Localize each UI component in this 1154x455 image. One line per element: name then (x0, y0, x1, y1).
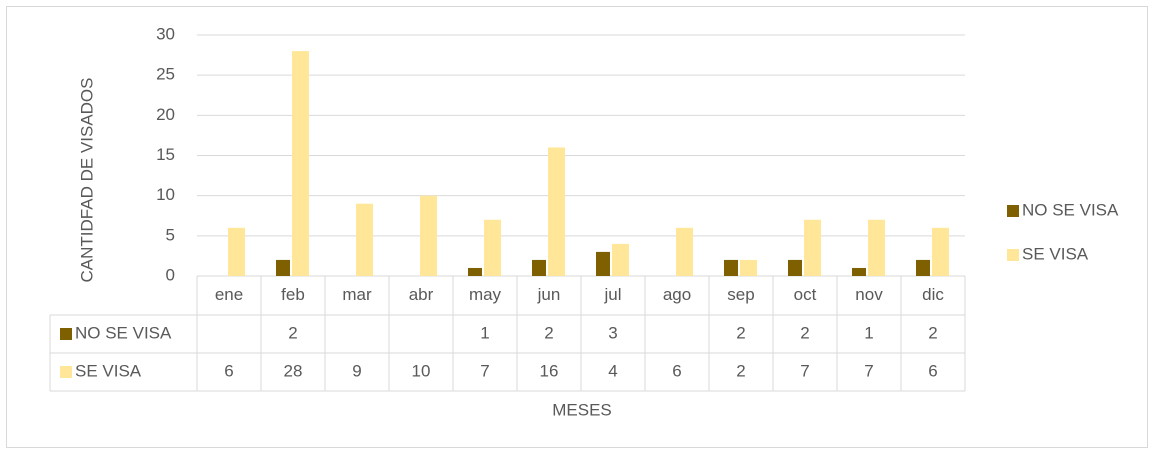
bar (852, 267, 866, 276)
table-value: 2 (288, 323, 297, 342)
table-value: 3 (608, 323, 617, 342)
bar (292, 51, 309, 276)
legend-label: NO SE VISA (1022, 200, 1119, 219)
table-legend-key (60, 366, 72, 378)
bar (532, 259, 546, 276)
y-tick-label: 5 (166, 225, 175, 244)
x-tick-label: oct (794, 285, 817, 304)
y-tick-label: 0 (166, 265, 175, 284)
table-value: 4 (608, 361, 617, 380)
table-value: 10 (412, 361, 431, 380)
bar (420, 195, 437, 276)
bar (228, 227, 245, 276)
x-tick-label: nov (855, 285, 883, 304)
bar (276, 259, 290, 276)
x-tick-label: mar (342, 285, 372, 304)
bar (724, 259, 738, 276)
bar (804, 219, 821, 276)
chart-border (6, 6, 1148, 448)
bar (596, 251, 610, 276)
x-tick-label: jul (603, 285, 621, 304)
y-tick-label: 10 (156, 185, 175, 204)
bar (868, 219, 885, 276)
legend-label: SE VISA (1022, 244, 1089, 263)
table-legend-key (60, 328, 72, 340)
bar (788, 259, 802, 276)
bar (484, 219, 501, 276)
table-value: 7 (480, 361, 489, 380)
table-value: 7 (800, 361, 809, 380)
table-value: 6 (224, 361, 233, 380)
table-value: 2 (736, 361, 745, 380)
table-value: 6 (928, 361, 937, 380)
legend-key (1007, 205, 1019, 217)
bar (676, 227, 693, 276)
bar (740, 259, 757, 276)
bar (916, 259, 930, 276)
legend-key (1007, 249, 1019, 261)
table-value: 1 (864, 323, 873, 342)
bar (932, 227, 949, 276)
table-series-name: SE VISA (75, 361, 142, 380)
x-axis-label: MESES (552, 400, 612, 419)
table-value: 28 (284, 361, 303, 380)
table-value: 2 (928, 323, 937, 342)
x-tick-label: ene (215, 285, 243, 304)
table-value: 9 (352, 361, 361, 380)
x-tick-label: abr (409, 285, 434, 304)
y-tick-label: 25 (156, 65, 175, 84)
table-value: 6 (672, 361, 681, 380)
y-tick-label: 15 (156, 145, 175, 164)
table-value: 16 (540, 361, 559, 380)
x-tick-label: may (469, 285, 502, 304)
table-value: 2 (800, 323, 809, 342)
table-value: 7 (864, 361, 873, 380)
x-tick-label: ago (663, 285, 691, 304)
table-value: 2 (736, 323, 745, 342)
table-value: 1 (480, 323, 489, 342)
bar (468, 267, 482, 276)
table-series-name: NO SE VISA (75, 323, 172, 342)
x-tick-label: dic (922, 285, 944, 304)
bar (548, 147, 565, 276)
y-tick-label: 30 (156, 24, 175, 43)
table-value: 2 (544, 323, 553, 342)
bar (356, 203, 373, 276)
x-tick-label: sep (727, 285, 754, 304)
y-tick-label: 20 (156, 105, 175, 124)
x-tick-label: feb (281, 285, 305, 304)
bar (612, 243, 629, 276)
x-tick-label: jun (537, 285, 561, 304)
y-axis-label: CANTIDFAD DE VISADOS (77, 78, 96, 283)
